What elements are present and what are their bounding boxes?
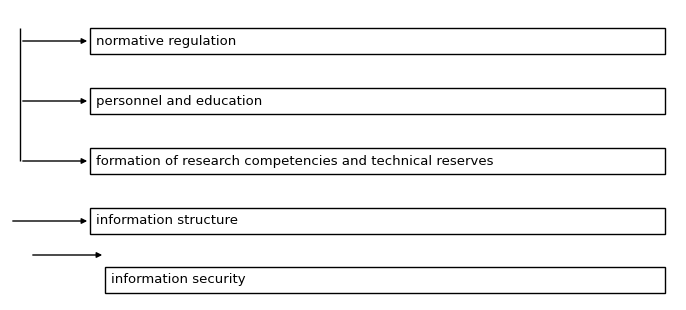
Bar xyxy=(90,88,665,114)
Text: information security: information security xyxy=(111,273,246,286)
Text: information structure: information structure xyxy=(96,215,238,228)
Text: formation of research competencies and technical reserves: formation of research competencies and t… xyxy=(96,154,493,167)
Text: personnel and education: personnel and education xyxy=(96,95,262,108)
Text: normative regulation: normative regulation xyxy=(96,34,236,47)
Bar xyxy=(105,267,665,293)
Bar xyxy=(90,28,665,54)
Bar xyxy=(90,208,665,234)
Bar xyxy=(90,148,665,174)
